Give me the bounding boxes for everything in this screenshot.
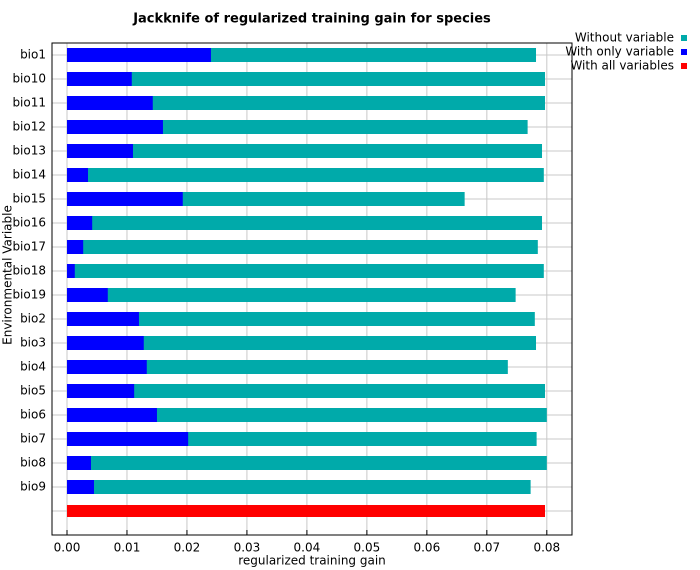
- bar: [66, 264, 75, 278]
- y-tick-label: bio14: [12, 168, 46, 182]
- y-tick-label: bio10: [12, 72, 46, 86]
- legend-swatch: [681, 35, 687, 41]
- bar: [66, 505, 546, 517]
- bar: [66, 168, 88, 182]
- bar: [66, 144, 133, 158]
- x-tick-label: 0.01: [114, 541, 141, 555]
- y-tick-label: bio15: [12, 192, 46, 206]
- y-tick-label: bio17: [12, 240, 46, 254]
- bar: [66, 336, 537, 350]
- bar: [66, 408, 547, 422]
- y-axis-label: Environmental Variable: [1, 205, 15, 345]
- bar: [66, 120, 528, 134]
- bar: [66, 144, 543, 158]
- bar: [66, 456, 91, 470]
- bar: [66, 312, 535, 326]
- y-tick-label: bio1: [20, 48, 46, 62]
- bar: [66, 96, 546, 110]
- bar: [66, 216, 543, 230]
- x-tick-label: 0.08: [533, 541, 560, 555]
- bar: [66, 168, 544, 182]
- y-tick-label: bio16: [12, 216, 46, 230]
- y-tick-label: bio12: [12, 120, 46, 134]
- y-tick-label: bio11: [12, 96, 46, 110]
- legend-label: Without variable: [575, 31, 674, 45]
- y-tick-label: bio8: [20, 456, 46, 470]
- bar: [66, 288, 108, 302]
- bar: [66, 96, 153, 110]
- legend-swatch: [681, 63, 687, 69]
- x-tick-label: 0.07: [473, 541, 500, 555]
- x-tick-label: 0.05: [354, 541, 381, 555]
- y-tick-label: bio9: [20, 480, 46, 494]
- y-tick-label: bio4: [20, 360, 46, 374]
- y-tick-label: bio19: [12, 288, 46, 302]
- bar: [66, 384, 135, 398]
- y-tick-label: bio7: [20, 432, 46, 446]
- bar: [66, 456, 547, 470]
- x-tick-label: 0.03: [234, 541, 261, 555]
- bar: [66, 72, 546, 86]
- bar: [66, 288, 516, 302]
- bar: [66, 72, 132, 86]
- y-tick-label: bio5: [20, 384, 46, 398]
- chart-title: Jackknife of regularized training gain f…: [132, 12, 491, 27]
- x-tick-label: 0.00: [54, 541, 81, 555]
- x-tick-label: 0.06: [413, 541, 440, 555]
- bar: [66, 48, 211, 62]
- bar: [66, 240, 538, 254]
- legend-label: With all variables: [570, 59, 674, 73]
- bar: [66, 360, 147, 374]
- bar: [66, 384, 546, 398]
- y-tick-label: bio2: [20, 312, 46, 326]
- bar: [66, 480, 531, 494]
- y-tick-label: bio6: [20, 408, 46, 422]
- bar: [66, 432, 189, 446]
- bar: [66, 480, 94, 494]
- y-tick-label: bio18: [12, 264, 46, 278]
- bar: [66, 216, 93, 230]
- bar: [66, 360, 508, 374]
- y-tick-label: bio13: [12, 144, 46, 158]
- bar: [66, 120, 163, 134]
- legend-label: With only variable: [565, 45, 674, 59]
- legend-swatch: [681, 49, 687, 55]
- plot-frame: [51, 42, 573, 536]
- x-tick-label: 0.02: [174, 541, 201, 555]
- bar: [66, 264, 544, 278]
- bar: [66, 312, 139, 326]
- bar: [66, 192, 183, 206]
- bar: [66, 336, 144, 350]
- y-tick-label: bio3: [20, 336, 46, 350]
- bar: [66, 408, 157, 422]
- x-tick-label: 0.04: [294, 541, 321, 555]
- bar: [66, 240, 84, 254]
- x-axis-label: regularized training gain: [238, 554, 386, 568]
